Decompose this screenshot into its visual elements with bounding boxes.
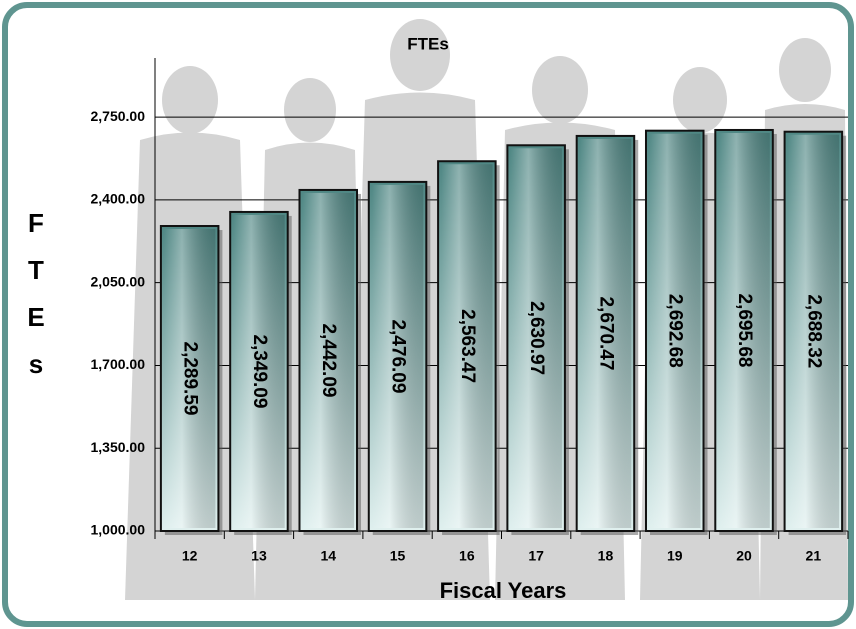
value-label: 2,289.59	[180, 342, 201, 416]
bar-shine	[441, 164, 493, 528]
bar-shine	[510, 148, 562, 529]
y-tick-label: 2,750.00	[91, 108, 146, 124]
y-tick-label: 1,700.00	[91, 356, 146, 372]
chart-title: FTEs	[407, 34, 449, 53]
x-tick-label: 19	[667, 548, 683, 564]
bar-shine	[163, 229, 216, 528]
x-tick-label: 20	[736, 548, 752, 564]
value-label: 2,476.09	[388, 319, 409, 393]
value-label: 2,349.09	[249, 334, 270, 408]
y-tick-label: 2,400.00	[91, 191, 146, 207]
bar-shine	[787, 134, 840, 528]
x-tick-label: 15	[390, 548, 406, 564]
bar-shine	[233, 214, 285, 528]
y-tick-label: 2,050.00	[91, 273, 146, 289]
x-tick-label: 13	[251, 548, 267, 564]
bar-shine	[302, 192, 355, 528]
x-tick-label: 14	[320, 548, 336, 564]
value-label: 2,688.32	[803, 294, 824, 368]
x-tick-label: 12	[182, 548, 198, 564]
bar-shine	[579, 138, 632, 528]
value-label: 2,442.09	[318, 323, 339, 397]
bar-shine	[648, 133, 701, 528]
y-tick-label: 1,000.00	[91, 522, 146, 538]
value-label: 2,692.68	[665, 294, 686, 368]
bar-shine	[371, 184, 424, 528]
x-tick-label: 17	[528, 548, 544, 564]
value-label: 2,670.47	[595, 296, 616, 370]
x-axis-label: Fiscal Years	[440, 578, 567, 603]
x-tick-label: 21	[806, 548, 822, 564]
x-tick-label: 18	[598, 548, 614, 564]
value-label: 2,695.68	[734, 294, 755, 368]
x-tick-label: 16	[459, 548, 475, 564]
bar-shine	[718, 132, 770, 528]
value-label: 2,630.97	[526, 301, 547, 375]
y-tick-label: 1,350.00	[91, 439, 146, 455]
value-label: 2,563.47	[457, 309, 478, 383]
